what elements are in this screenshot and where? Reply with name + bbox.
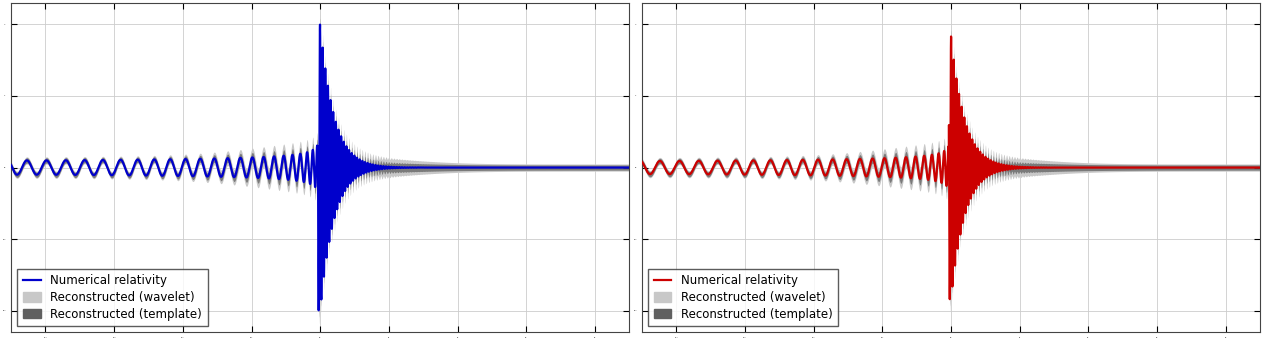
Legend: Numerical relativity, Reconstructed (wavelet), Reconstructed (template): Numerical relativity, Reconstructed (wav… — [648, 269, 839, 326]
Legend: Numerical relativity, Reconstructed (wavelet), Reconstructed (template): Numerical relativity, Reconstructed (wav… — [16, 269, 207, 326]
